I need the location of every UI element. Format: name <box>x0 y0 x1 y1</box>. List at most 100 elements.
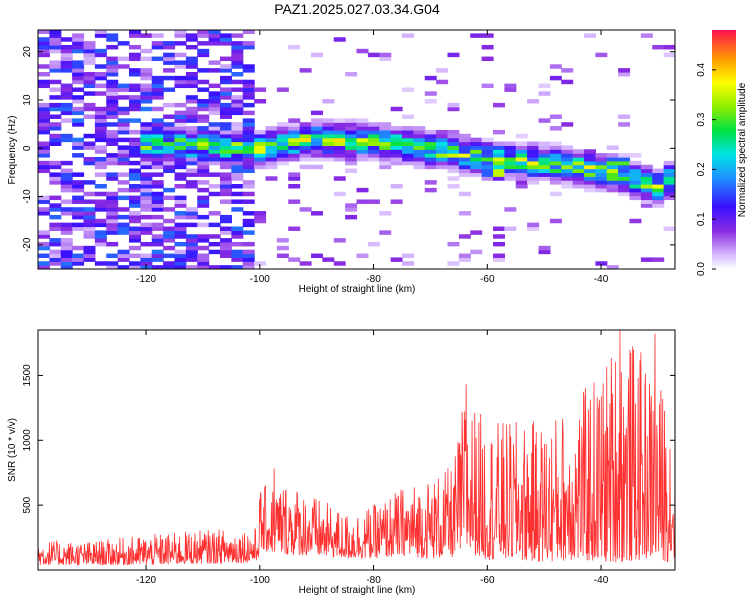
heatmap-cell <box>49 102 62 108</box>
heatmap-cell <box>60 230 73 235</box>
heatmap-cell <box>140 226 153 231</box>
heatmap-cell <box>83 44 96 50</box>
heatmap-cell <box>94 160 107 166</box>
heatmap-cell <box>311 164 323 170</box>
heatmap-cell <box>106 114 119 119</box>
heatmap-cell <box>413 156 426 162</box>
heatmap-cell <box>311 137 323 143</box>
heatmap-cell <box>504 160 517 166</box>
heatmap-cell <box>220 114 232 119</box>
heatmap-cell <box>527 141 540 146</box>
heatmap-cell <box>413 153 426 158</box>
heatmap-cell <box>38 110 50 116</box>
heatmap-cell <box>333 191 346 197</box>
heatmap-cell <box>220 102 232 108</box>
heatmap-cell <box>72 72 85 77</box>
heatmap-cell <box>231 56 244 62</box>
heatmap-cell <box>208 184 221 189</box>
heatmap-cell <box>185 234 198 239</box>
heatmap-cell <box>527 222 540 228</box>
heatmap-cell <box>231 44 244 50</box>
heatmap-cell <box>94 118 107 123</box>
heatmap-cell <box>447 184 460 189</box>
heatmap-cell <box>38 122 50 127</box>
heatmap-cell <box>106 218 119 224</box>
heatmap-cell <box>72 106 85 112</box>
heatmap-cell <box>242 30 255 34</box>
heatmap-cell <box>185 249 198 255</box>
heatmap-cell <box>129 234 141 239</box>
heatmap-cell <box>311 253 323 259</box>
heatmap-cell <box>72 145 85 150</box>
heatmap-cell <box>379 211 392 216</box>
heatmap-cell <box>49 226 62 231</box>
heatmap-cell <box>174 230 187 235</box>
heatmap-cell <box>231 137 244 143</box>
heatmap-cell <box>83 141 96 146</box>
heatmap-cell <box>140 261 153 266</box>
heatmap-cell <box>640 172 653 177</box>
heatmap-cell <box>163 145 176 150</box>
heatmap-cell <box>379 141 392 146</box>
heatmap-cell <box>197 168 210 174</box>
heatmap-cell <box>311 129 323 135</box>
heatmap-cell <box>288 176 301 181</box>
heatmap-cell <box>220 33 232 38</box>
heatmap-cell <box>538 164 551 170</box>
heatmap-cell <box>356 149 369 154</box>
heatmap-cell <box>549 114 562 119</box>
heatmap-cell <box>345 207 358 212</box>
heatmap-cell <box>49 126 62 131</box>
heatmap-cell <box>458 153 471 158</box>
heatmap-cell <box>345 156 358 162</box>
heatmap-cell <box>652 195 665 201</box>
heatmap-cell <box>527 180 540 185</box>
heatmap-cell <box>367 199 380 204</box>
heatmap-cell <box>72 95 85 100</box>
heatmap-cell <box>197 129 210 135</box>
heatmap-cell <box>345 122 358 127</box>
heatmap-cell <box>333 153 346 158</box>
heatmap-cell <box>72 75 85 81</box>
heatmap-cell <box>140 195 153 201</box>
heatmap-cell <box>424 180 437 185</box>
heatmap-cell <box>185 75 198 81</box>
heatmap-cell <box>185 64 198 69</box>
heatmap-cell <box>151 249 164 255</box>
heatmap-cell <box>38 30 50 34</box>
heatmap-cell <box>333 156 346 162</box>
heatmap-cell <box>470 33 483 38</box>
heatmap-cell <box>299 261 312 266</box>
heatmap-cell <box>117 137 130 143</box>
heatmap-cell <box>356 156 369 162</box>
heatmap-cell <box>38 37 50 42</box>
heatmap-cell <box>322 122 335 127</box>
heatmap-cell <box>231 249 244 255</box>
heatmap-cell <box>220 110 232 116</box>
heatmap-cell <box>549 160 562 166</box>
heatmap-cell <box>493 257 505 262</box>
heatmap-cell <box>481 156 494 162</box>
heatmap-cell <box>117 87 130 92</box>
heatmap-cell <box>618 176 631 181</box>
heatmap-cell <box>106 83 119 89</box>
heatmap-cell <box>584 187 596 193</box>
colorbar-tick-label: 0.1 <box>696 212 707 226</box>
heatmap-cell <box>242 261 255 266</box>
heatmap-cell <box>618 172 631 177</box>
heatmap-cell <box>140 222 153 228</box>
heatmap-cell <box>618 68 631 73</box>
heatmap-cell <box>504 207 517 212</box>
heatmap-cell <box>60 48 73 54</box>
heatmap-cell <box>231 145 244 150</box>
heatmap-cell <box>49 241 62 247</box>
heatmap-cell <box>265 153 278 158</box>
heatmap-cell <box>322 137 335 143</box>
heatmap-cell <box>424 156 437 162</box>
heatmap-cell <box>367 153 380 158</box>
heatmap-cell <box>140 180 153 185</box>
heatmap-cell <box>60 245 73 251</box>
heatmap-cell <box>208 129 221 135</box>
heatmap-cell <box>117 257 130 262</box>
heatmap-cell <box>185 168 198 174</box>
